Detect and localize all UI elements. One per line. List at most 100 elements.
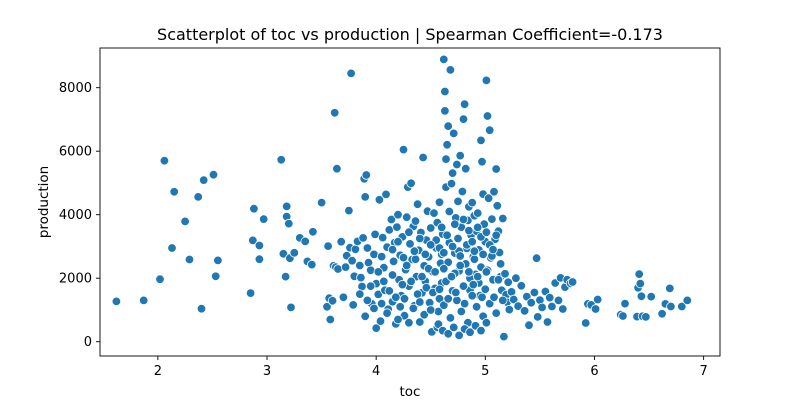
data-point [454,330,464,341]
data-point [332,163,342,174]
data-point [477,292,487,303]
data-point [529,287,540,298]
data-point [415,233,425,244]
data-point [340,262,351,272]
data-point [677,301,687,312]
data-point [636,291,647,302]
data-point [155,274,165,284]
data-point [356,272,366,283]
data-point [355,260,365,271]
data-point [443,294,453,304]
data-point [666,301,676,312]
x-axis: 2 3 4 5 6 7 [154,356,708,379]
data-point [193,192,203,202]
data-point [409,246,420,256]
data-point [469,254,480,264]
data-point [481,227,492,237]
y-axis-label: production [36,166,52,239]
data-point [426,223,436,233]
data-point [464,225,474,236]
data-point [429,208,439,218]
data-point [378,232,388,243]
data-point [434,197,445,208]
data-point [489,292,499,303]
data-point [453,196,463,207]
data-point [399,294,410,304]
data-point [478,249,488,260]
data-point [415,317,425,327]
data-point [395,302,405,312]
data-point [398,144,409,155]
data-point [558,304,568,314]
data-point [443,257,453,268]
data-point [446,178,457,189]
data-point [360,311,370,322]
data-point [248,235,258,246]
data-point [481,267,492,277]
data-point [381,189,391,200]
data-point [455,260,465,271]
y-tick-label: 2000 [59,272,92,287]
data-point [458,114,469,124]
data-point [417,271,427,282]
data-point [443,121,453,131]
data-point [499,331,509,342]
data-point [393,236,403,247]
data-point [446,271,457,282]
data-point [665,283,675,294]
data-point [455,251,465,261]
data-point [111,296,122,307]
data-point [646,291,656,302]
data-point [437,222,447,233]
data-point [531,253,542,263]
data-point [456,306,467,317]
data-point [467,197,477,208]
x-tick-label: 2 [154,364,162,379]
data-point [567,277,578,287]
data-point [468,279,479,290]
data-point [498,295,508,306]
data-point [362,295,373,306]
data-point [500,269,510,279]
data-point [338,292,349,303]
data-point [504,304,515,315]
data-point [503,277,513,288]
data-point [336,236,346,247]
data-point [384,286,395,296]
chart-title: Scatterplot of toc vs production | Spear… [157,25,663,44]
data-point [495,259,506,269]
data-point [308,227,318,237]
x-tick-label: 5 [481,364,489,379]
data-point [439,300,449,310]
data-point [348,300,358,310]
data-point [439,54,449,65]
data-point [476,135,486,146]
data-point [593,294,603,305]
data-point [461,163,471,174]
data-point [280,271,291,282]
data-point [366,281,376,291]
data-point [469,246,480,256]
data-point [441,154,451,164]
data-point [300,236,310,247]
data-point [481,318,492,328]
data-point [452,159,462,170]
data-point [419,310,429,320]
data-point [440,86,450,97]
data-point [473,222,483,233]
data-point [487,214,497,224]
data-point [397,279,408,290]
data-point [208,169,219,180]
data-point [412,289,423,299]
data-point [180,216,190,227]
data-point [513,301,523,311]
data-point [355,289,365,299]
data-point [286,302,296,313]
data-point [635,278,646,289]
y-tick-label: 4000 [59,208,92,223]
x-tick-label: 4 [372,364,380,379]
data-point [316,197,327,208]
data-point [363,257,374,268]
data-point [509,294,519,305]
data-point [382,308,392,318]
